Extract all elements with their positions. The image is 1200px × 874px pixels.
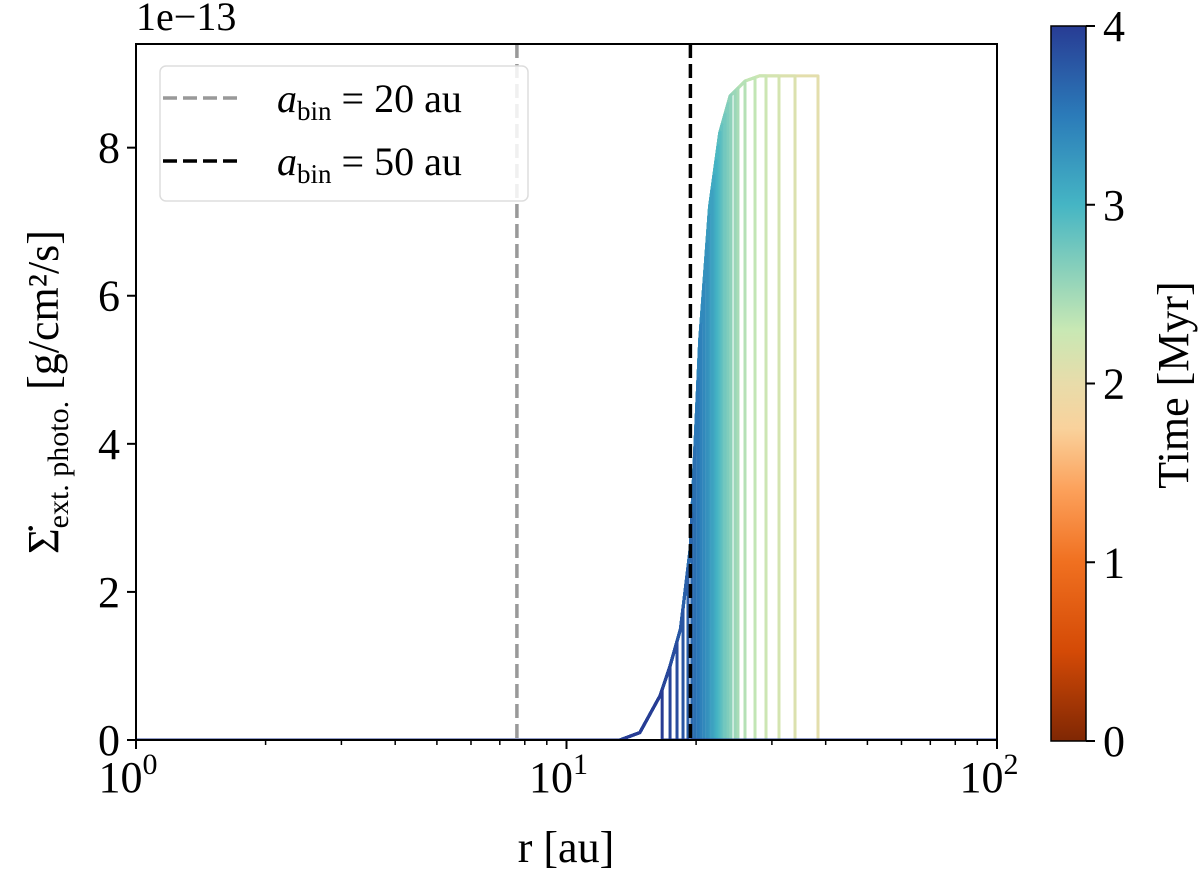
colorbar-tick-label: 3 (1103, 181, 1125, 230)
legend-value: = 50 au (332, 139, 462, 184)
y-tick-label: 8 (98, 124, 120, 173)
colorbar-gradient (1050, 25, 1087, 742)
curve-line (136, 213, 997, 740)
curve-line (136, 377, 997, 740)
y-offset-label: 1e−13 (136, 0, 236, 39)
x-tick-exponent: 2 (1004, 748, 1019, 781)
legend-value: = 20 au (332, 76, 462, 121)
curve-line (136, 158, 997, 740)
curve-line (136, 512, 997, 740)
y-axis: 0 2 4 6 8 (98, 124, 136, 765)
curve-line (136, 280, 997, 740)
curve-line (136, 239, 997, 740)
colorbar-label: Time [Myr] (1149, 281, 1198, 488)
y-label-symbol: Σ̇ (19, 525, 68, 554)
legend-entry-label: abin = 20 au (277, 76, 462, 126)
curve-line (136, 445, 997, 740)
colorbar: 0 1 2 3 4 (1050, 2, 1125, 766)
legend-subscript: bin (297, 96, 332, 126)
y-axis-label: Σ̇ext. photo. [g/cm²/s] (19, 230, 75, 554)
legend-symbol: a (277, 139, 297, 184)
y-label-space (19, 390, 68, 401)
curve-line (136, 144, 997, 740)
curve-line (136, 187, 997, 740)
y-tick-label: 4 (98, 420, 120, 469)
legend-symbol: a (277, 76, 297, 121)
curve-line (136, 130, 997, 740)
legend-box (159, 65, 529, 202)
y-label-subscript: ext. photo. (42, 401, 75, 529)
curve-line (136, 639, 997, 740)
x-tick-label: 101 (529, 748, 588, 802)
x-tick-base: 10 (960, 753, 1004, 802)
legend-entry-label: abin = 50 au (277, 139, 462, 189)
svg-text:Σ̇ext. photo. [g/cm²/s]: Σ̇ext. photo. [g/cm²/s] (19, 230, 75, 554)
y-tick-label: 0 (98, 716, 120, 765)
x-tick-exponent: 1 (573, 748, 588, 781)
vertical-lines (515, 44, 693, 740)
x-tick-base: 10 (529, 753, 573, 802)
curve-line (136, 565, 997, 740)
curve-line (136, 173, 997, 740)
legend-subscript: bin (297, 159, 332, 189)
curve-line (136, 322, 997, 740)
curve-line (136, 123, 997, 740)
y-tick-label: 2 (98, 568, 120, 617)
x-axis-label: r [au] (518, 823, 615, 872)
x-axis: 100 101 102 (99, 740, 1019, 802)
colorbar-tick-label: 0 (1103, 717, 1125, 766)
colorbar-tick-label: 4 (1103, 2, 1125, 51)
y-tick-label: 6 (98, 272, 120, 321)
x-tick-label: 102 (960, 748, 1019, 802)
y-label-unit: [g/cm²/s] (19, 230, 68, 390)
x-tick-base: 10 (99, 753, 143, 802)
curve-line (136, 688, 997, 740)
x-tick-label: 100 (99, 748, 158, 802)
curve-line (136, 664, 997, 740)
colorbar-tick-label: 1 (1103, 538, 1125, 587)
curve-line (136, 606, 997, 740)
x-tick-exponent: 0 (143, 748, 158, 781)
colorbar-tick-label: 2 (1103, 360, 1125, 409)
curve-line (136, 112, 997, 740)
